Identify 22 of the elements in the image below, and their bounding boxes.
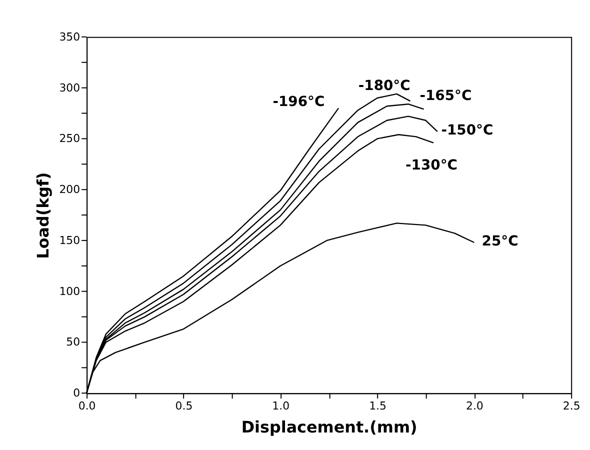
series-label: 25°C — [482, 233, 518, 250]
x-tick-label: 1.0 — [272, 400, 290, 413]
series-label: -165°C — [420, 88, 472, 104]
series-label: -130°C — [406, 158, 458, 174]
y-tick-label: 100 — [59, 284, 80, 298]
y-tick-label: 250 — [59, 132, 80, 146]
series-label: -150°C — [441, 122, 494, 139]
y-tick-label: 0 — [73, 386, 80, 400]
y-tick-label: 150 — [59, 234, 80, 247]
x-axis-title: Displacement.(mm) — [241, 417, 418, 436]
y-tick-label: 50 — [66, 336, 80, 349]
y-tick-label: 350 — [59, 30, 80, 44]
series-label: -196°C — [272, 94, 325, 110]
x-tick-label: 2.5 — [562, 400, 580, 413]
y-tick-label: 200 — [59, 183, 80, 196]
series-label: -180°C — [358, 78, 410, 94]
y-axis-title: Load(kgf) — [33, 172, 52, 259]
x-tick-label: 2.0 — [466, 400, 484, 413]
y-tick-label: 300 — [59, 81, 80, 94]
x-tick-label: 0.0 — [78, 400, 96, 413]
x-tick-label: 1.5 — [369, 400, 386, 413]
x-tick-label: 0.5 — [175, 400, 193, 413]
